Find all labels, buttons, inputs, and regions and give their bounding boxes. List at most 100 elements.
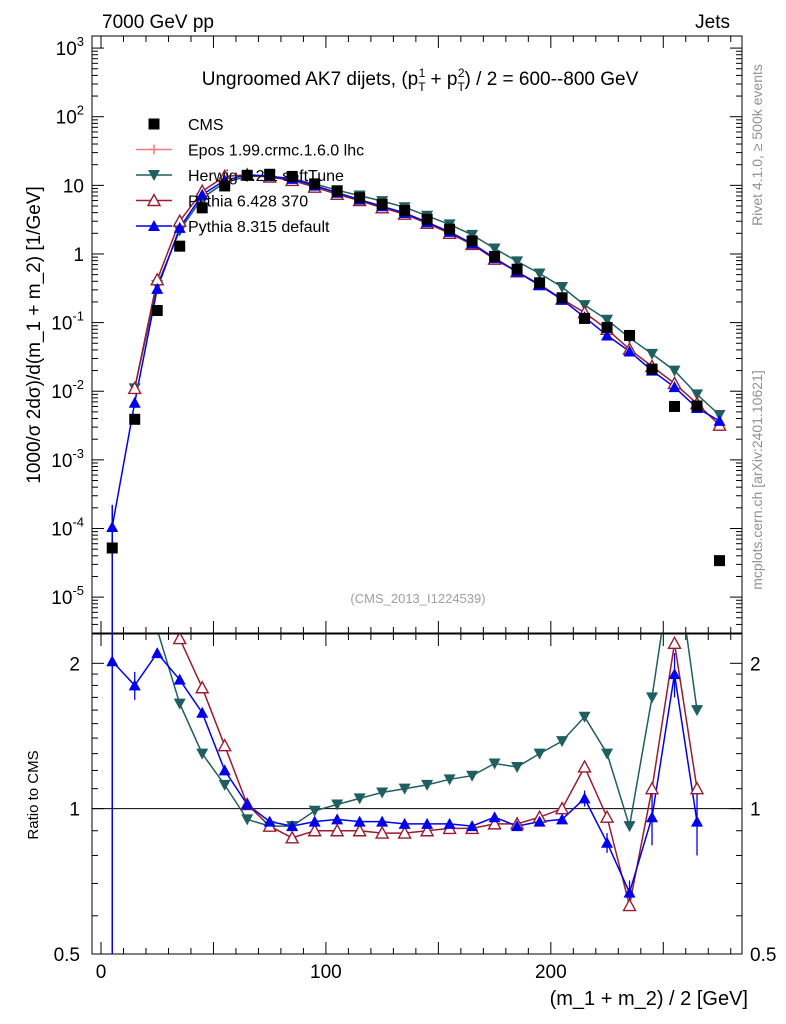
pythia8-point [623,345,636,357]
pythia6-ratio-point [195,680,210,694]
legend-marker-pythia8 [148,220,160,231]
pythia8-ratio-point [398,817,411,829]
main-y-tick-label: 10 [63,176,84,197]
pythia8-ratio-point [331,813,344,825]
cms-data-point [219,180,231,192]
legend-marker-epos [149,144,159,155]
pythia6-ratio-point [172,634,187,645]
main-y-axis-label: 1000/σ 2dσ)/d(m_1 + m_2) [1/GeV] [24,186,45,484]
pythia6-ratio-point [352,823,367,837]
pythia8-ratio-point [241,798,254,810]
pythia6-ratio-line [176,634,698,906]
analysis-watermark: (CMS_2013_I1224539) [350,591,485,606]
pythia8-ratio-point [533,815,546,827]
cms-data-point [241,169,253,181]
ratio-axis-ticks: 2 2 1 1 0.5 0.5 0 100 200 [54,634,776,983]
ratio-y-tick-label-left: 2 [69,654,80,675]
pythia8-ratio-point [308,815,321,827]
main-y-tick-label: 10-2 [51,377,84,403]
pythia6-ratio-point [419,823,435,837]
legend-marker-herwig [148,170,160,181]
cms-data-point [196,202,208,214]
pythia6-ratio-point [397,825,412,839]
main-y-tick-label: 102 [56,103,84,129]
pythia6-ratio-point [487,816,502,830]
pythia8-ratio-point [443,817,456,829]
cms-data-point [286,170,298,182]
pythia6-ratio-point [599,809,615,823]
pythia8-point [668,381,681,393]
cms-data-point [714,555,726,567]
herwig-ratio-point [623,821,636,833]
pythia8-point [196,188,209,200]
herwig-ratio-point [443,774,456,786]
pythia8-ratio-point [623,886,636,898]
main-plot-frame [91,35,743,634]
main-y-tick-label: 10-5 [51,583,84,609]
pythia8-ratio-point [601,836,614,848]
cms-data-point [511,263,523,275]
herwig-point [668,365,681,377]
side-note-rivet: Rivet 4.1.0, ≥ 500k events [749,64,765,226]
cms-data-point [376,198,388,210]
main-y-tick-label: 103 [56,34,84,60]
main-y-tick-label: 10-4 [51,514,84,540]
header-right-label: Jets [695,12,730,33]
herwig-ratio-point [578,711,591,723]
pythia8-ratio-point [376,815,389,827]
cms-data-point [691,400,703,412]
pythia6-point [127,380,142,395]
x-tick-label: 200 [535,962,567,983]
main-y-tick-label: 10-3 [51,446,84,472]
ratio-y-axis-label: Ratio to CMS [25,750,42,839]
herwig-ratio-point [196,748,209,760]
herwig-point [646,348,659,360]
pythia8-ratio-point [466,820,479,832]
cms-data-point [309,178,321,190]
cms-data-point [444,223,456,235]
herwig-ratio-point [511,761,524,773]
pythia8-point [173,221,186,233]
herwig-ratio-point [129,588,141,599]
pythia8-line [111,173,720,528]
legend-marker-cms [148,118,160,130]
pythia8-ratio-point [263,815,276,827]
pythia8-point [151,282,164,294]
legend-marker-pythia6 [146,193,162,207]
pythia8-point [128,396,141,408]
ratio-y-tick-label-left: 0.5 [54,945,80,966]
ratio-plot-frame [91,633,743,955]
herwig-ratio-point [376,787,389,799]
pythia6-ratio-point [667,635,682,650]
pythia8-ratio-point [668,668,681,680]
cms-data-point [579,312,591,324]
herwig-point [466,229,479,241]
herwig-ratio-point [241,814,254,826]
legend: CMS Epos 1.99.crmc.1.6.0 lhc Herwig 7.2.1 … [136,117,364,236]
pythia8-ratio-point [286,820,299,832]
cms-data-point [354,192,366,204]
cms-data-point [466,235,478,247]
herwig-ratio-point [156,634,159,636]
cms-data-point [151,305,163,317]
pythia6-ratio-point [129,587,141,598]
herwig-point [488,243,501,255]
pythia8-ratio-point [106,655,119,667]
herwig-ratio-point [669,541,681,552]
pythia8-ratio-point [128,679,141,691]
cms-data-point [399,204,411,216]
herwig-ratio-point [466,770,479,782]
pythia8-point [713,414,726,426]
cms-data-point [534,277,546,289]
pythia6-ratio-point [577,759,592,773]
side-note-mcplots: mcplots.cern.ch [arXiv:2401.10621] [749,370,765,589]
legend-label-herwig: Herwig 7.2.1 softTune [188,168,344,185]
herwig-ratio-point [398,783,411,795]
pythia8-ratio-point [196,706,209,718]
pythia8-ratio-point [578,792,591,804]
pythia8-ratio-point [488,811,501,823]
pythia6-ratio-point [284,830,300,844]
pythia6-ratio-point [329,823,345,837]
cms-data-point [174,240,186,252]
